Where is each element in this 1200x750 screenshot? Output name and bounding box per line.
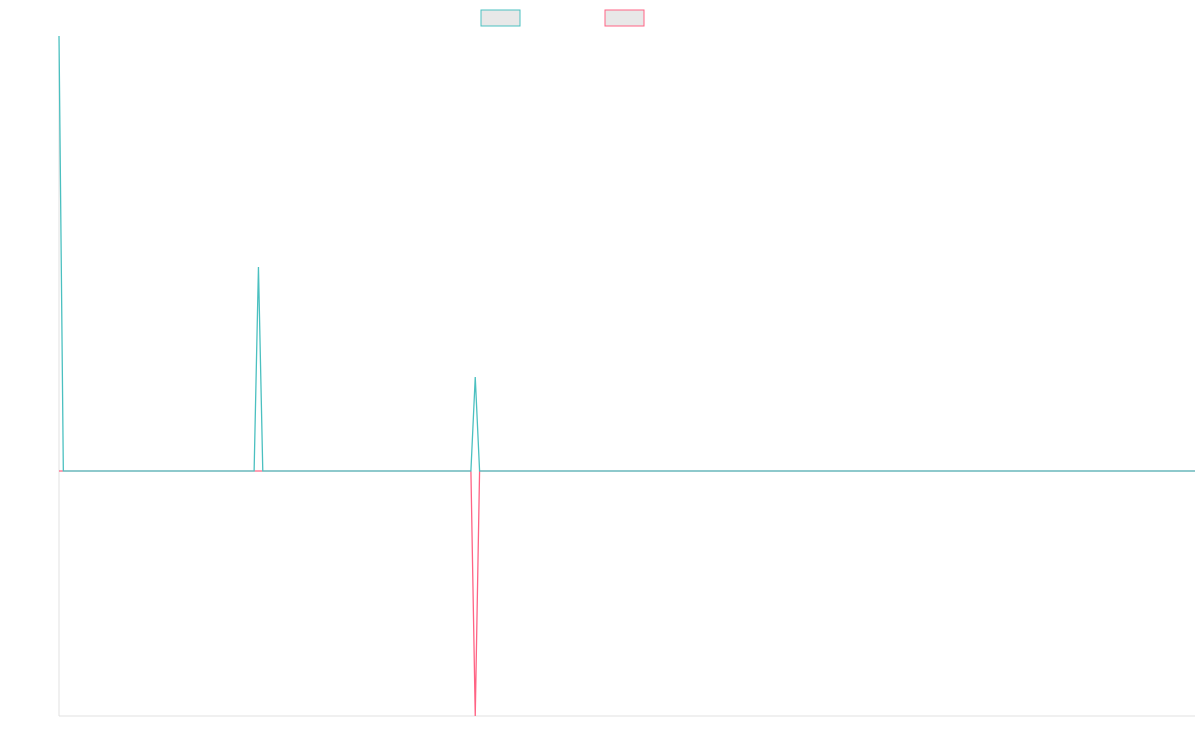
series-line xyxy=(58,35,1195,472)
series-line xyxy=(59,470,1195,717)
legend-swatch xyxy=(480,9,521,27)
legend-swatch xyxy=(604,9,645,27)
legend xyxy=(480,9,645,27)
